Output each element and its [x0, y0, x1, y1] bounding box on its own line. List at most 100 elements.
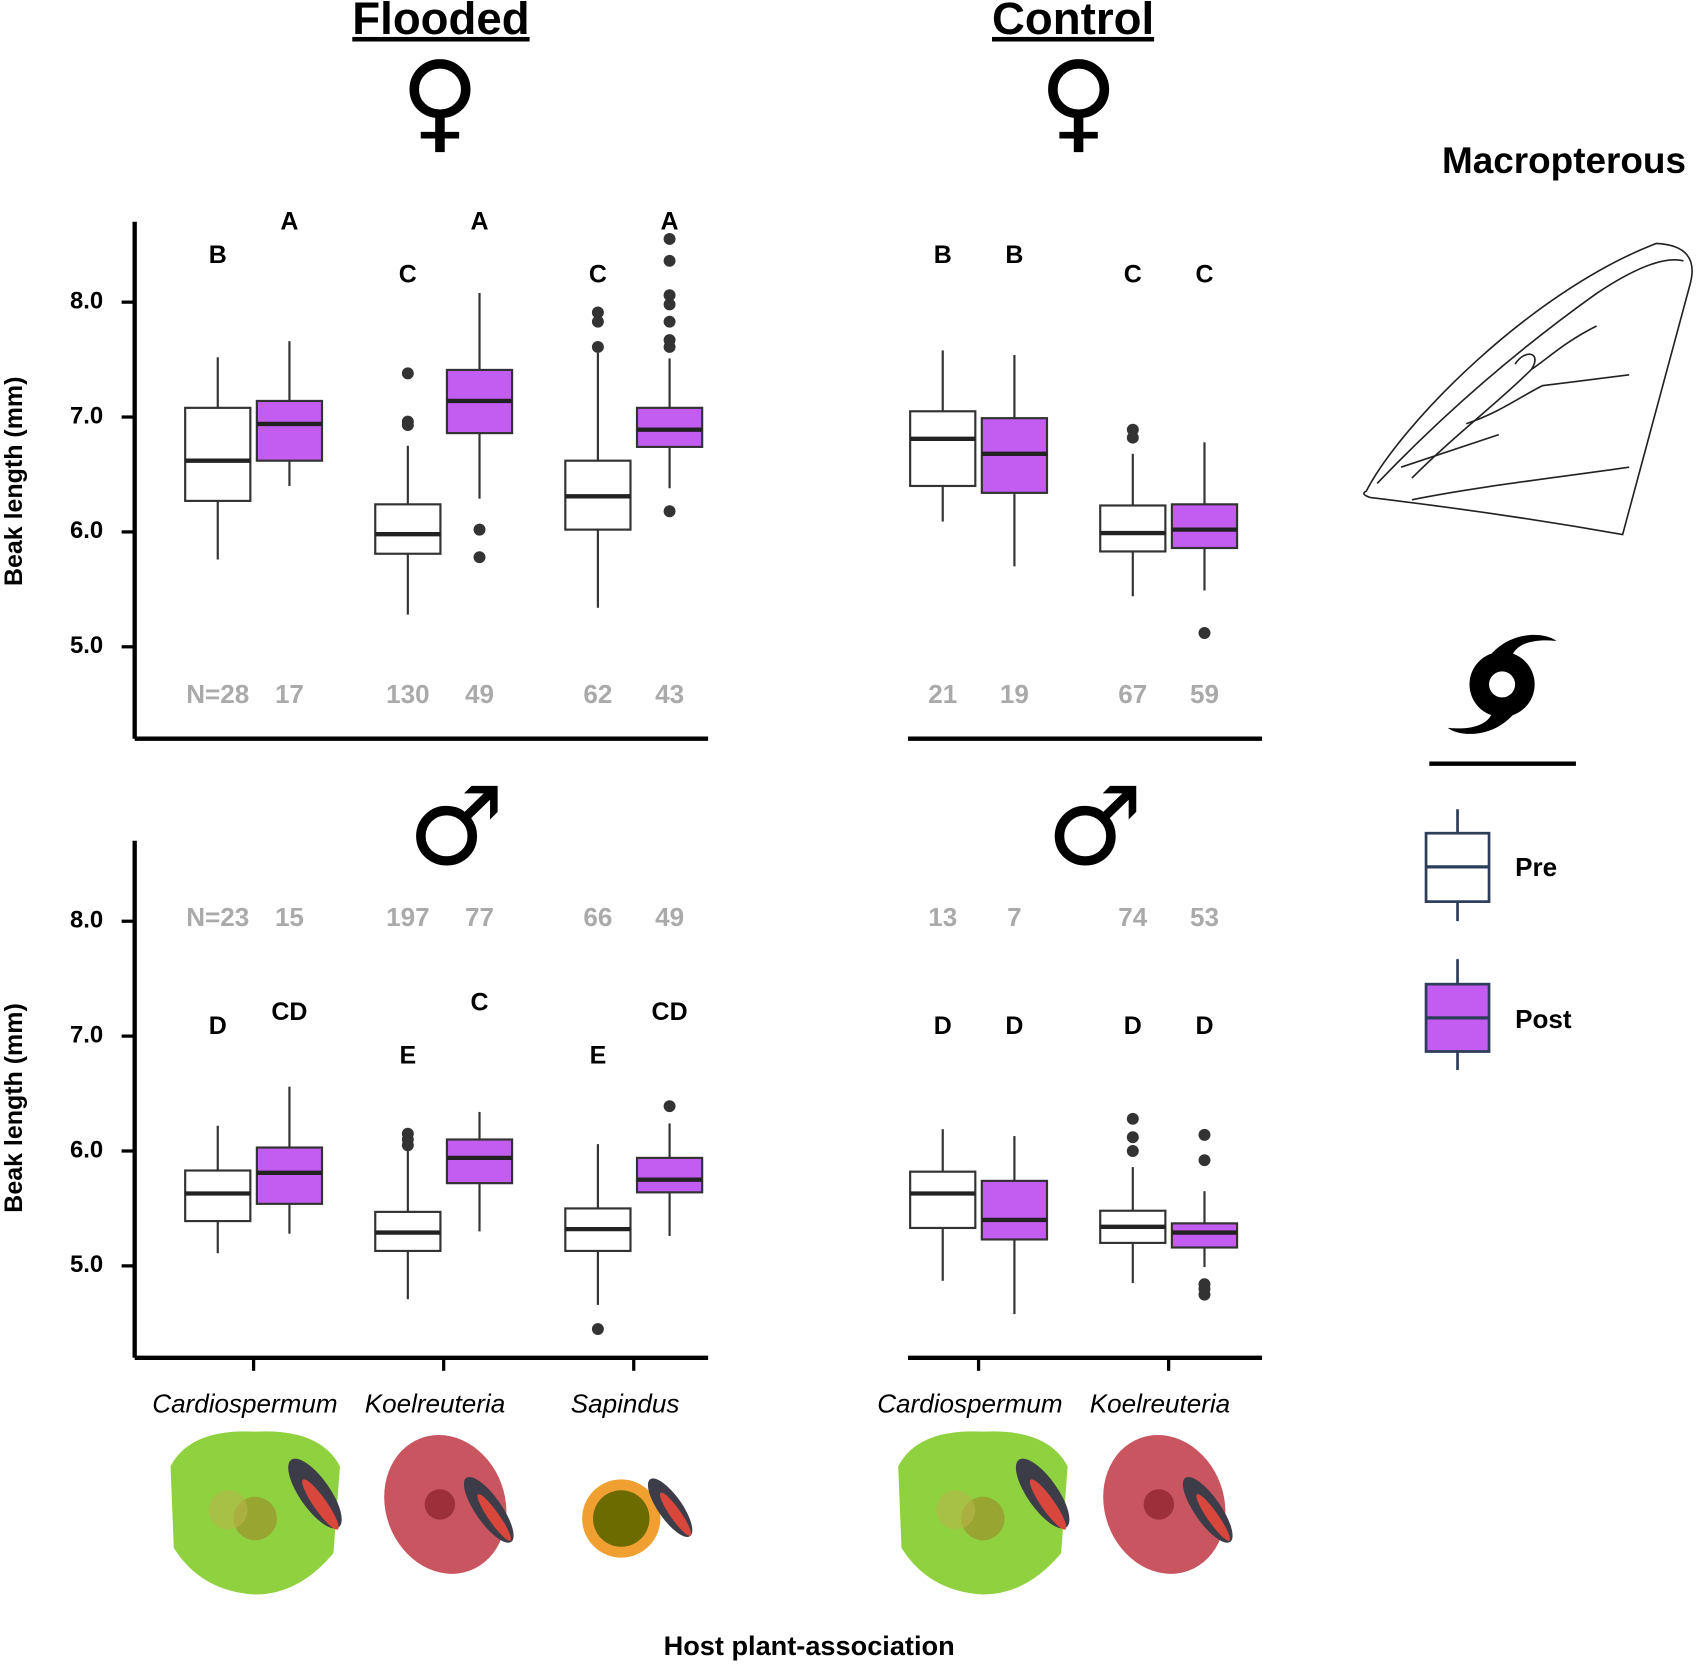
group-letter: C	[1195, 261, 1213, 289]
group-letter: B	[934, 241, 952, 269]
group-letter: CD	[652, 998, 688, 1026]
n-label: 13	[928, 902, 957, 932]
outlier	[591, 315, 604, 328]
outlier	[1198, 1154, 1211, 1167]
n-label: 15	[275, 902, 304, 932]
outlier	[1126, 1131, 1139, 1144]
y-tick-label: 5.0	[70, 1251, 103, 1278]
group-letter: A	[280, 207, 298, 235]
outlier	[1198, 627, 1211, 639]
panel-title: Flooded	[352, 0, 529, 44]
n-label: 43	[655, 679, 684, 709]
box	[635, 406, 704, 448]
panel-title: Control	[992, 0, 1154, 44]
n-label: N=23	[186, 902, 249, 932]
legend-label: Post	[1515, 1004, 1572, 1034]
y-tick-label: 7.0	[70, 402, 103, 429]
outlier	[473, 551, 486, 564]
n-label: 197	[386, 902, 429, 932]
box	[445, 1138, 514, 1185]
group-letter: E	[400, 1042, 417, 1070]
outlier	[473, 523, 486, 536]
x-tick-label: Koelreuteria	[1090, 1388, 1230, 1418]
group-letter: A	[470, 207, 488, 235]
outlier	[663, 289, 676, 302]
plant-illustrations	[170, 1431, 1233, 1595]
n-label: 74	[1118, 902, 1147, 932]
sex-symbol: ♀	[1039, 38, 1119, 165]
outlier	[663, 254, 676, 267]
box	[255, 399, 324, 462]
n-label: 62	[583, 679, 612, 709]
n-label: 130	[386, 679, 429, 709]
group-letter: B	[209, 241, 227, 269]
group-letter: D	[209, 1012, 227, 1040]
outlier	[401, 419, 414, 432]
box	[184, 406, 252, 502]
outlier	[663, 1100, 676, 1113]
wing-drawing	[1363, 242, 1693, 536]
group-letter: C	[1124, 261, 1142, 289]
n-label: 53	[1190, 902, 1219, 932]
y-tick-label: 6.0	[70, 1136, 103, 1163]
group-letter: A	[661, 207, 679, 235]
n-label: 77	[465, 902, 494, 932]
sex-symbol: ♂	[407, 763, 504, 890]
n-label: N=28	[186, 679, 249, 709]
box	[1170, 1222, 1239, 1249]
n-label: 49	[655, 902, 684, 932]
hurricane-icon	[1447, 634, 1557, 734]
box	[909, 1170, 977, 1230]
box	[184, 1169, 252, 1223]
outlier	[591, 340, 604, 353]
x-axis-title: Host plant-association	[664, 1630, 955, 1661]
n-label: 17	[275, 679, 304, 709]
group-letter: D	[1124, 1012, 1142, 1040]
outlier	[663, 340, 676, 353]
n-label: 66	[583, 902, 612, 932]
x-tick-label: Cardiospermum	[877, 1388, 1062, 1418]
y-tick-label: 5.0	[70, 632, 103, 659]
n-label: 67	[1118, 679, 1147, 709]
group-letter: D	[1195, 1012, 1213, 1040]
box	[980, 1179, 1049, 1241]
group-letter: D	[1005, 1012, 1023, 1040]
n-label: 49	[465, 679, 494, 709]
outlier	[1126, 431, 1139, 444]
outlier	[1126, 1112, 1139, 1125]
y-tick-label: 7.0	[70, 1021, 103, 1048]
box	[1099, 504, 1167, 553]
group-letter: E	[590, 1042, 607, 1070]
x-tick-label: Koelreuteria	[365, 1388, 505, 1418]
n-label: 21	[928, 679, 957, 709]
x-tick-label: Cardiospermum	[152, 1388, 337, 1418]
outlier	[591, 1323, 604, 1336]
sex-symbol: ♀	[400, 38, 480, 165]
box	[374, 503, 442, 555]
group-letter: C	[470, 988, 488, 1016]
group-letter: D	[934, 1012, 952, 1040]
n-label: 19	[1000, 679, 1029, 709]
sex-symbol: ♂	[1046, 763, 1143, 890]
y-tick-label: 8.0	[70, 287, 103, 314]
y-axis-title: Beak length (mm)	[0, 377, 28, 587]
legend-label: Pre	[1515, 852, 1557, 882]
group-letter: C	[589, 261, 607, 289]
box	[255, 1146, 324, 1205]
outlier	[1198, 1128, 1211, 1141]
outlier	[663, 298, 676, 311]
x-tick-label: Sapindus	[571, 1388, 680, 1418]
y-axis-title: Beak length (mm)	[0, 1003, 28, 1213]
outlier	[1198, 1288, 1211, 1301]
box	[635, 1156, 704, 1194]
outlier	[591, 306, 604, 319]
outlier	[1126, 1145, 1139, 1157]
group-letter: C	[399, 261, 417, 289]
box	[1170, 503, 1239, 550]
outlier	[401, 1139, 414, 1152]
group-letter: CD	[271, 998, 307, 1026]
y-tick-label: 6.0	[70, 517, 103, 544]
outlier	[663, 505, 676, 518]
